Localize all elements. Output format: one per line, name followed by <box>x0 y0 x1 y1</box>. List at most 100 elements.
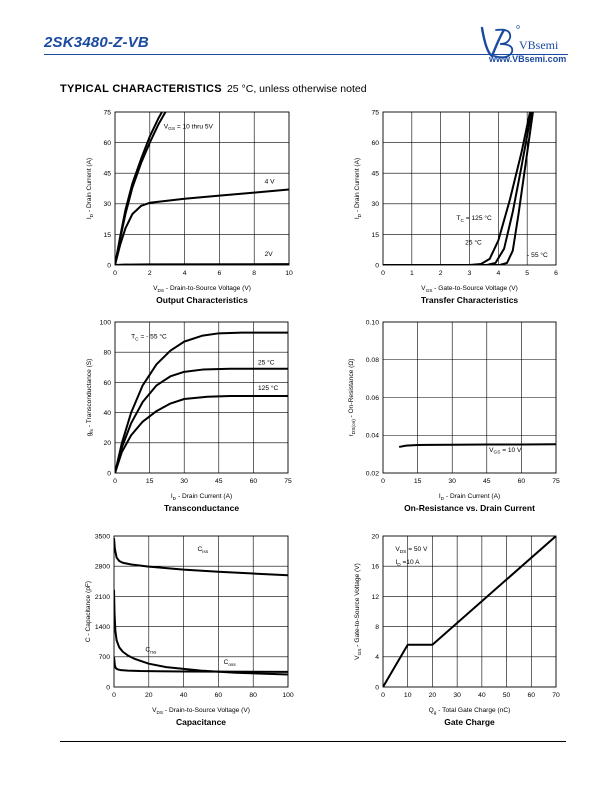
x-tick-label: 60 <box>528 692 536 699</box>
x-tick-label: 10 <box>285 270 293 277</box>
series-line <box>383 112 532 265</box>
section-heading: TYPICAL CHARACTERISTICS <box>60 83 222 95</box>
x-tick-label: 45 <box>483 478 491 485</box>
y-tick-label: 0 <box>107 262 111 269</box>
annotation: Ciss <box>198 546 209 555</box>
series-line <box>115 188 289 265</box>
y-tick-label: 0.10 <box>366 319 379 326</box>
y-tick-label: 0 <box>106 684 110 691</box>
series-line <box>383 112 534 265</box>
plot-frame <box>114 321 289 474</box>
y-tick-label: 0 <box>375 262 379 269</box>
y-tick-label: 0.02 <box>366 470 379 477</box>
series-line <box>115 367 288 473</box>
series-line <box>115 112 167 265</box>
x-tick-label: 4 <box>496 270 500 277</box>
annotation: 125 °C <box>258 384 278 392</box>
y-tick-label: 20 <box>103 440 111 447</box>
y-axis-label: C - Capacitance (pF) <box>85 581 92 642</box>
x-tick-label: 60 <box>215 692 223 699</box>
plot-frame <box>113 535 289 688</box>
annotation: VGS = 10 thru 5V <box>164 123 214 132</box>
x-tick-label: 20 <box>145 692 153 699</box>
annotation: VGS = 10 V <box>489 447 522 456</box>
annotation: VDS = 50 V <box>395 546 428 555</box>
x-tick-label: 40 <box>180 692 188 699</box>
plot-frame <box>114 111 290 266</box>
x-tick-label: 2 <box>439 270 443 277</box>
y-tick-label: 1400 <box>95 624 110 631</box>
y-tick-label: 12 <box>371 594 379 601</box>
x-tick-label: 3 <box>468 270 472 277</box>
y-tick-label: 100 <box>100 319 112 326</box>
y-tick-label: 60 <box>371 140 379 147</box>
y-axis-label: gfs - Transconductance (S) <box>86 359 95 437</box>
y-tick-label: 30 <box>371 201 379 208</box>
x-tick-label: 1 <box>410 270 414 277</box>
x-tick-label: 30 <box>180 478 188 485</box>
x-tick-label: 10 <box>404 692 412 699</box>
x-tick-label: 0 <box>113 478 117 485</box>
annotation: 25 °C <box>258 358 275 366</box>
y-tick-label: 2800 <box>95 564 110 571</box>
series-line <box>114 538 288 577</box>
x-tick-label: 75 <box>552 478 560 485</box>
x-tick-label: 0 <box>113 270 117 277</box>
y-tick-label: 40 <box>103 410 111 417</box>
x-tick-label: 2 <box>148 270 152 277</box>
chart-title: Output Characteristics <box>156 295 248 305</box>
x-tick-label: 0 <box>381 692 385 699</box>
series-line <box>115 263 289 265</box>
x-tick-label: 5 <box>525 270 529 277</box>
chart-title: Transfer Characteristics <box>421 295 519 305</box>
x-axis-label: VGS - Gate-to-Source Voltage (V) <box>421 285 518 294</box>
brand-name: VBsemi <box>519 38 559 52</box>
y-tick-label: 60 <box>103 380 111 387</box>
chart-title: Capacitance <box>176 717 226 727</box>
x-tick-label: 30 <box>448 478 456 485</box>
y-axis-label: ID - Drain Current (A) <box>354 158 363 219</box>
gate-charge-chart: 0 10 20 30 40 50 60 70 0 4 8 12 16 20 Qg - Total Gate … <box>354 533 560 727</box>
x-tick-label: 70 <box>552 692 560 699</box>
x-tick-label: 20 <box>429 692 437 699</box>
series-line <box>383 536 556 687</box>
x-tick-label: 80 <box>249 692 257 699</box>
x-tick-label: 75 <box>284 478 292 485</box>
x-axis-label: VDS - Drain-to-Source Voltage (V) <box>153 285 251 294</box>
y-axis-label: ID - Drain Current (A) <box>86 158 95 219</box>
y-tick-label: 75 <box>103 109 111 116</box>
annotation: 2V <box>265 251 274 258</box>
y-tick-label: 60 <box>103 140 111 147</box>
annotation: - 55 °C <box>527 251 548 259</box>
y-tick-label: 700 <box>99 654 111 661</box>
x-tick-label: 6 <box>554 270 558 277</box>
x-axis-label: ID - Drain Current (A) <box>171 493 232 502</box>
annotation: TC = 125 °C <box>457 214 492 224</box>
y-tick-label: 0 <box>107 470 111 477</box>
series-line <box>114 589 288 676</box>
vbsemi-logo <box>480 25 520 59</box>
series-line <box>398 443 556 448</box>
y-tick-label: 75 <box>371 109 379 116</box>
x-tick-label: 100 <box>282 692 294 699</box>
y-tick-label: 80 <box>103 350 111 357</box>
x-tick-label: 15 <box>146 478 154 485</box>
series-line <box>115 331 288 473</box>
y-axis-label: VGS - Gate-to-Source Voltage (V) <box>354 563 363 660</box>
x-tick-label: 15 <box>414 478 422 485</box>
x-tick-label: 0 <box>112 692 116 699</box>
y-tick-label: 2100 <box>95 594 110 601</box>
annotation: Crss <box>145 647 157 656</box>
y-tick-label: 45 <box>371 171 379 178</box>
on-resistance-chart: 0 15 30 45 60 75 0.02 0.04 0.06 0.08 0.10 ID - Drai… <box>348 319 560 513</box>
y-axis-label: rDS(on) - On-Resistance (Ω) <box>348 359 357 437</box>
section-title: TYPICAL CHARACTERISTICS 25 °C, unless oth… <box>60 83 367 95</box>
chart-title: Gate Charge <box>444 717 495 727</box>
y-tick-label: 20 <box>371 533 379 540</box>
x-tick-label: 8 <box>252 270 256 277</box>
y-tick-label: 30 <box>103 201 111 208</box>
x-tick-label: 40 <box>478 692 486 699</box>
x-tick-label: 30 <box>453 692 461 699</box>
y-tick-label: 15 <box>371 232 379 239</box>
x-axis-label: Qg - Total Gate Charge (nC) <box>429 707 511 716</box>
